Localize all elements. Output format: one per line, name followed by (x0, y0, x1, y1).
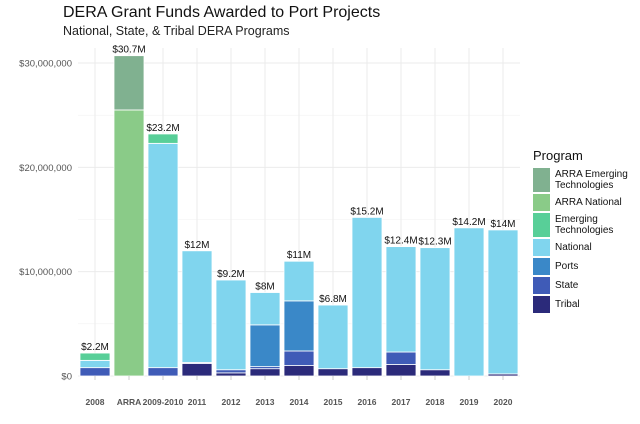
legend-swatch (533, 194, 550, 211)
legend-label: Ports (555, 261, 579, 272)
bar-segment-tribal (385, 364, 417, 377)
bar-segment-state (79, 367, 111, 377)
bar-segment-national (283, 260, 315, 302)
bar-segment-tribal (351, 367, 383, 377)
y-tick-label: $0 (61, 372, 72, 383)
total-label: $14M (490, 219, 515, 230)
legend-swatch (533, 296, 550, 313)
total-label: $14.2M (452, 217, 485, 228)
x-tick-label: 2018 (426, 397, 445, 407)
total-label: $11M (287, 250, 311, 261)
bar-segment-tribal (283, 365, 315, 377)
x-tick-label: 2016 (358, 397, 377, 407)
legend-item: ARRA Emerging Technologies (533, 168, 640, 192)
bar-segment-tribal (317, 368, 349, 377)
bar-segment-national (487, 229, 519, 375)
bar-segment-national (351, 217, 383, 369)
x-tick-label: ARRA (117, 397, 142, 407)
bar-segment-national (147, 142, 179, 369)
legend-label: Tribal (555, 299, 580, 310)
bar-segment-arra-national (113, 109, 145, 377)
legend-label: National (555, 242, 592, 253)
chart-subtitle: National, State, & Tribal DERA Programs (63, 24, 290, 38)
x-tick-label: 2019 (460, 397, 479, 407)
bar-segment-ports (249, 324, 281, 368)
total-label: $2.2M (81, 342, 109, 353)
legend-swatch (533, 239, 550, 256)
bar-segment-national (453, 227, 485, 377)
bar-segment-national (249, 292, 281, 326)
legend-item: State (533, 277, 640, 294)
legend-label: ARRA Emerging Technologies (555, 169, 628, 191)
total-label: $12.3M (418, 237, 451, 248)
bar-segment-ports (283, 300, 315, 352)
bar-segment-emerging-technologies (147, 133, 179, 144)
total-label: $12.4M (384, 236, 417, 247)
legend: Program ARRA Emerging Technologies ARRA N… (533, 148, 640, 315)
bar-segment-arra-emerging-technologies (113, 55, 145, 111)
bar-segment-state (283, 350, 315, 366)
x-tick-label: 2015 (324, 397, 343, 407)
x-tick-label: 2009-2010 (143, 397, 184, 407)
bar-segment-state (147, 367, 179, 377)
legend-swatch (533, 213, 550, 237)
bar-segment-national (419, 247, 451, 371)
x-tick-label: 2014 (290, 397, 309, 407)
legend-title: Program (533, 148, 583, 163)
bar-segment-tribal (249, 368, 281, 377)
legend-label: ARRA National (555, 197, 622, 208)
total-label: $9.2M (217, 269, 245, 280)
y-tick-label: $30,000,000 (19, 59, 72, 70)
bar-segment-tribal (419, 369, 451, 377)
total-label: $8M (255, 282, 274, 293)
bar-segment-emerging-technologies (79, 352, 111, 361)
x-tick-label: 2012 (222, 397, 241, 407)
legend-swatch (533, 168, 550, 192)
bar-segment-national (317, 304, 349, 370)
legend-item: Ports (533, 258, 640, 275)
bar-segment-state (385, 351, 417, 365)
bar-segment-national (385, 246, 417, 353)
x-tick-label: 2017 (392, 397, 411, 407)
x-tick-label: 2013 (256, 397, 275, 407)
legend-swatch (533, 277, 550, 294)
total-label: $30.7M (112, 45, 145, 56)
bar-segment-national (181, 250, 213, 363)
legend-label: State (555, 280, 579, 291)
total-label: $6.8M (319, 294, 347, 305)
legend-item: National (533, 239, 640, 256)
y-tick-label: $10,000,000 (19, 267, 72, 278)
legend-item: Tribal (533, 296, 640, 313)
legend-label: Emerging Technologies (555, 214, 614, 236)
legend-item: ARRA National (533, 194, 640, 211)
bar-segment-national (215, 279, 247, 371)
chart-title: DERA Grant Funds Awarded to Port Project… (63, 4, 381, 21)
x-tick-label: 2011 (188, 397, 207, 407)
bar-segment-tribal (181, 363, 213, 377)
bar-segment-state (215, 369, 247, 374)
total-label: $23.2M (146, 123, 179, 134)
x-tick-label: 2008 (86, 397, 105, 407)
bar-segment-tribal (215, 372, 247, 377)
legend-swatch (533, 258, 550, 275)
legend-item: Emerging Technologies (533, 213, 640, 237)
x-tick-label: 2020 (494, 397, 513, 407)
total-label: $15.2M (350, 206, 383, 217)
bar-segment-national (79, 359, 111, 369)
total-label: $12M (184, 240, 209, 251)
y-tick-label: $20,000,000 (19, 163, 72, 174)
